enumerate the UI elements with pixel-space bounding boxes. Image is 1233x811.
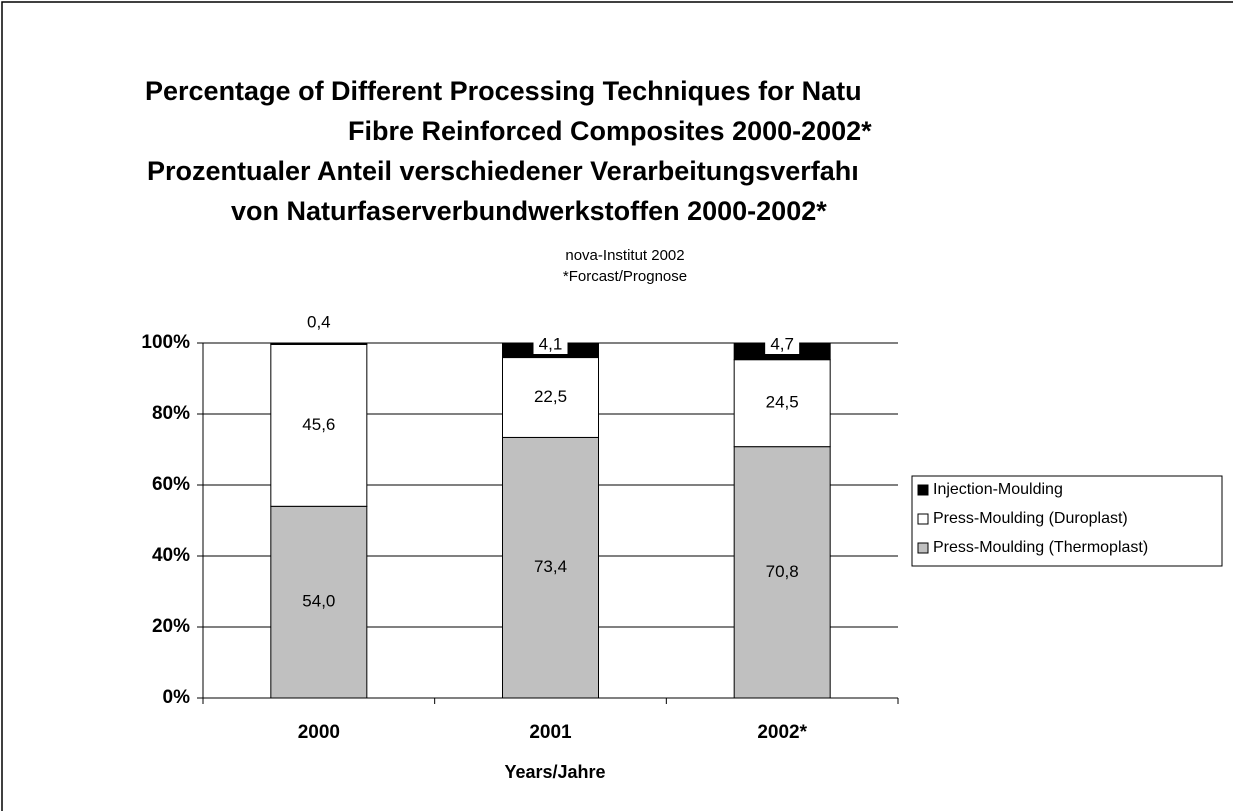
- legend-box: [911, 475, 1223, 567]
- value-label-bg: [533, 336, 568, 354]
- value-label: 0,4: [307, 312, 331, 331]
- x-tick-label: 2000: [298, 722, 340, 743]
- legend-swatch: [917, 484, 929, 496]
- bar-segment: [502, 357, 599, 438]
- chart-subtitle: nova-Institut 2002: [565, 247, 684, 264]
- y-tick-label: 40%: [152, 545, 190, 566]
- y-tick-label: 60%: [152, 474, 190, 495]
- bar-segment: [502, 436, 599, 699]
- value-label: 4,1: [539, 334, 563, 353]
- bar-segment: [270, 342, 368, 345]
- chart-title: von Naturfaserverbundwerkstoffen 2000-20…: [231, 196, 827, 226]
- value-label: 4,7: [770, 334, 794, 353]
- value-label: 24,5: [766, 393, 799, 412]
- bar-segment: [733, 359, 831, 448]
- value-label: 73,4: [534, 557, 567, 576]
- legend-label: Injection-Moulding: [933, 481, 1063, 498]
- legend-swatch: [917, 542, 929, 554]
- y-tick-label: 0%: [163, 687, 191, 708]
- value-label: 22,5: [534, 387, 567, 406]
- y-tick-label: 100%: [141, 332, 190, 353]
- y-tick-label: 80%: [152, 403, 190, 424]
- value-label-bg: [765, 336, 800, 354]
- chart-title: Prozentualer Anteil verschiedener Verarb…: [147, 156, 859, 186]
- x-axis-label: Years/Jahre: [504, 762, 605, 782]
- chart-title: Fibre Reinforced Composites 2000-2002*: [348, 116, 872, 146]
- bar-segment: [733, 446, 831, 699]
- value-label: 45,6: [302, 415, 335, 434]
- bar-segment: [270, 343, 368, 507]
- legend-swatch: [917, 513, 929, 525]
- legend-label: Press-Moulding (Thermoplast): [933, 539, 1148, 556]
- x-tick-label: 2001: [529, 722, 572, 743]
- chart-subtitle: *Forcast/Prognose: [563, 268, 687, 285]
- legend-label: Press-Moulding (Duroplast): [933, 510, 1128, 527]
- value-label: 70,8: [766, 562, 799, 581]
- y-tick-label: 20%: [152, 616, 190, 637]
- chart-title: Percentage of Different Processing Techn…: [145, 76, 862, 106]
- value-label: 54,0: [302, 592, 335, 611]
- x-tick-label: 2002*: [757, 722, 807, 743]
- bar-segment: [270, 505, 368, 699]
